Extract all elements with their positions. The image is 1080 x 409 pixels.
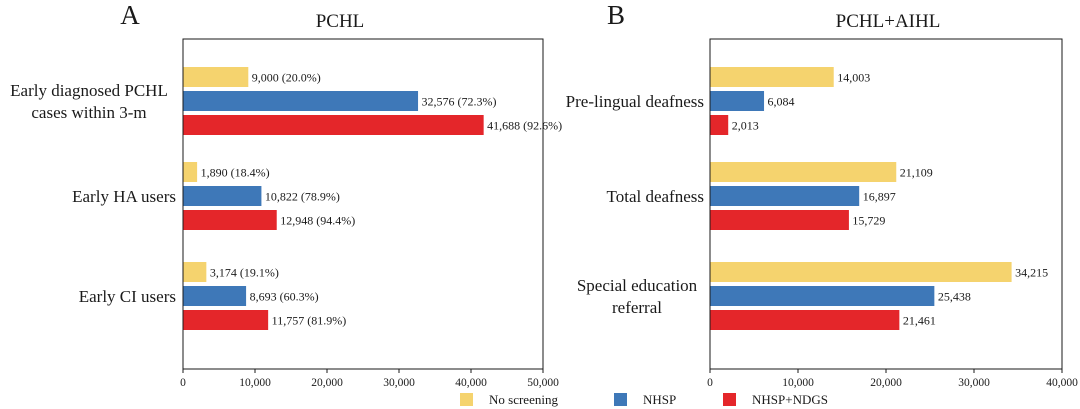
legend-label: NHSP+NDGS [752,392,828,407]
data-label: 34,215 [1015,266,1048,280]
data-label: 3,174 (19.1%) [210,266,279,280]
bar-nhsp [710,91,765,111]
legend: No screening NHSP NHSP+NDGS [460,392,828,407]
panel-title: PCHL+AIHL [836,11,941,32]
x-tick-label: 0 [707,377,713,389]
plot-frame [182,38,544,370]
data-label: 21,109 [900,166,933,180]
data-label: 21,461 [903,314,936,328]
bar-no-screening [710,67,834,87]
category-label: Total deafness [607,187,704,206]
bar-nhsp [183,91,419,111]
bar-nhsp [183,186,262,206]
data-label: 14,003 [837,71,870,85]
bar-nhsp-ndgs [710,115,729,135]
data-label: 2,013 [732,119,759,133]
panel-title: PCHL [316,11,365,32]
bar-nhsp-ndgs [710,210,849,230]
bar-nhsp-ndgs [183,210,277,230]
bar-no-screening [710,262,1012,282]
data-label: 25,438 [938,290,971,304]
x-tick-label: 40,000 [455,377,487,389]
x-tick-label: 30,000 [383,377,415,389]
bar-nhsp [710,186,860,206]
legend-label: NHSP [643,392,676,407]
x-tick-label: 10,000 [239,377,271,389]
legend-swatch [614,393,627,406]
data-label: 6,084 [768,95,795,109]
data-label: 11,757 (81.9%) [272,314,347,328]
bar-nhsp-ndgs [183,115,484,135]
data-label: 32,576 (72.3%) [422,95,497,109]
data-label: 10,822 (78.9%) [265,190,340,204]
legend-label: No screening [489,392,558,407]
data-label: 15,729 [852,214,885,228]
panel-letter: B [607,0,625,30]
category-label: Early diagnosed PCHL cases within 3-m [10,81,168,122]
legend-swatch [723,393,736,406]
category-label: Special education referral [577,276,698,317]
category-label: Early HA users [72,187,176,206]
x-tick-label: 0 [180,377,186,389]
data-label: 9,000 (20.0%) [252,71,321,85]
category-label: Early CI users [79,287,176,306]
x-tick-label: 50,000 [527,377,559,389]
bar-no-screening [710,162,897,182]
bar-no-screening [183,162,198,182]
legend-swatch [460,393,473,406]
x-tick-label: 20,000 [870,377,902,389]
bar-nhsp-ndgs [710,310,900,330]
data-label: 1,890 (18.4%) [201,166,270,180]
x-tick-label: 10,000 [782,377,814,389]
panel-b: B PCHL+AIHL 14,003 6,084 2,013 Pre-lingual de… [566,0,1078,389]
data-label: 41,688 (92.6%) [487,119,562,133]
x-tick-label: 30,000 [958,377,990,389]
data-label: 16,897 [863,190,896,204]
category-label: Pre-lingual deafness [566,92,704,111]
x-tick-label: 20,000 [311,377,343,389]
x-tick-label: 40,000 [1046,377,1078,389]
data-label: 12,948 (94.4%) [280,214,355,228]
bar-nhsp [710,286,935,306]
data-label: 8,693 (60.3%) [250,290,319,304]
bar-no-screening [183,262,207,282]
bar-nhsp-ndgs [183,310,269,330]
bar-nhsp [183,286,247,306]
panel-a: A PCHL 9,000 (20.0%) 32,576 (72.3%) 41,688 (… [10,0,562,389]
bar-no-screening [183,67,249,87]
panel-letter: A [120,0,140,30]
